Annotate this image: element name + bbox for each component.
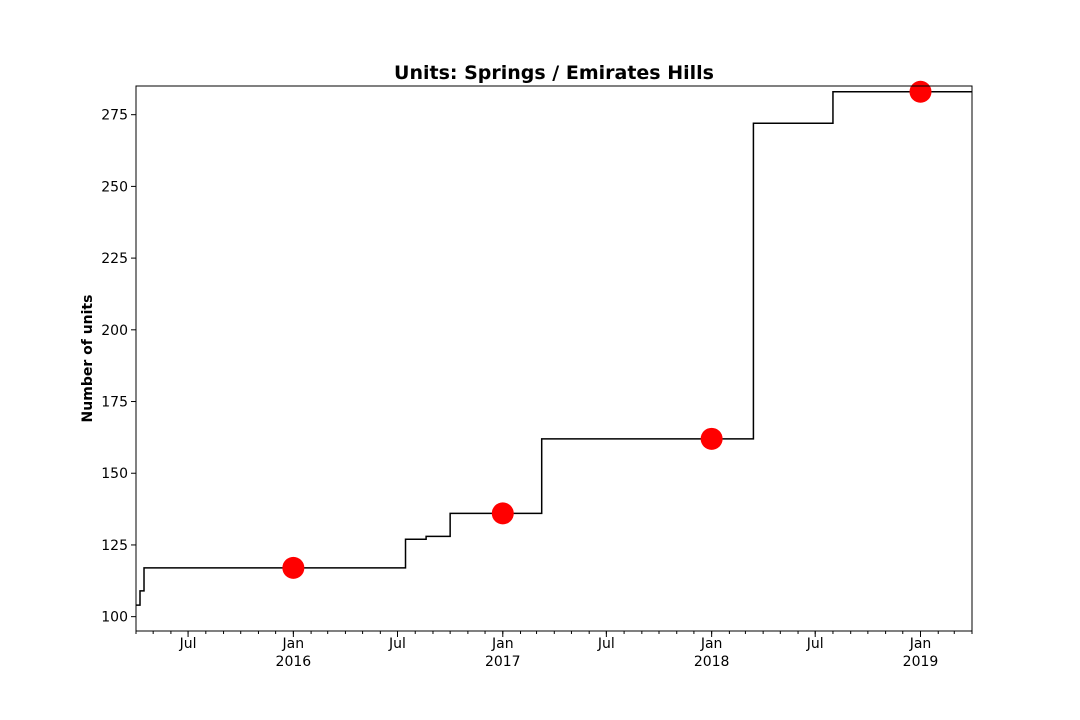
y-tick-label: 250 [101,179,128,195]
x-tick-label: Jan [491,636,514,652]
x-tick-label: Jul [179,636,197,652]
x-tick-label: Jul [388,636,406,652]
x-tick-year-label: 2017 [485,654,521,670]
y-axis-label: Number of units [80,295,96,423]
data-point-marker [700,427,723,450]
x-tick-year-label: 2016 [276,654,312,670]
x-tick-label: Jan [700,636,723,652]
y-tick-label: 125 [101,538,128,554]
y-axis: 100 125 150 175 200 225 250 275 [101,108,136,626]
plot-frame [135,85,973,632]
x-axis: Jul Jan 2016 Jul Jan 2017 Jul Jan 2018 Jul Jan 2019 [135,631,973,670]
data-point-marker [909,80,932,103]
y-tick-label: 150 [101,466,128,482]
data-point-marker [491,502,514,525]
y-tick-label: 175 [101,395,128,411]
chart-title: Units: Springs / Emirates Hills [394,62,714,84]
y-tick-label: 225 [101,251,128,267]
x-tick-year-label: 2018 [694,654,730,670]
x-tick-year-label: 2019 [903,654,939,670]
units-step-line [136,90,972,606]
x-tick-label: Jul [806,636,824,652]
x-tick-label: Jan [909,636,932,652]
data-point-marker [282,556,305,579]
y-tick-label: 275 [101,108,128,124]
y-tick-label: 100 [101,610,128,626]
y-tick-label: 200 [101,323,128,339]
x-tick-label: Jan [282,636,305,652]
x-tick-label: Jul [597,636,615,652]
plot-area [136,80,972,606]
